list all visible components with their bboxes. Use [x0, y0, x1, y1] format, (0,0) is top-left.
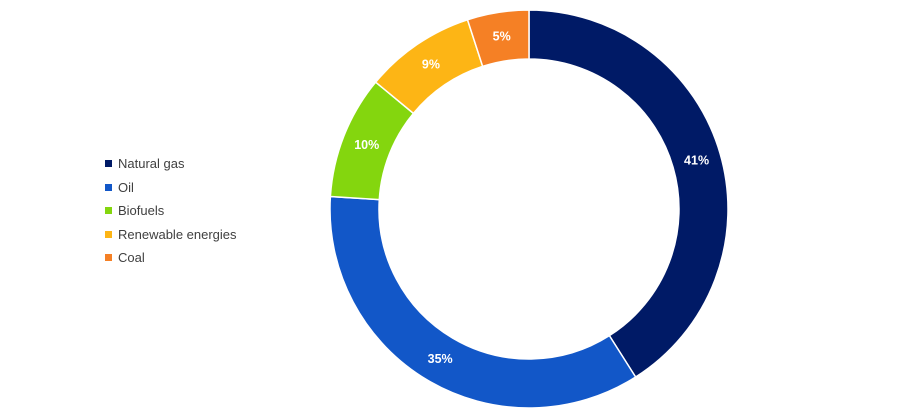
legend-label: Natural gas: [118, 156, 185, 172]
legend-label: Coal: [118, 250, 145, 266]
legend-swatch: [105, 207, 112, 215]
chart-legend: Natural gas Oil Biofuels Renewable energies…: [105, 152, 237, 270]
legend-item: Natural gas: [105, 152, 237, 176]
legend-item: Renewable energies: [105, 223, 237, 247]
donut-slice-oil: [329, 195, 637, 409]
donut-slice-natural-gas: [528, 9, 729, 379]
slice-value-label: 10%: [354, 138, 379, 152]
legend-swatch: [105, 254, 112, 262]
slice-value-label: 5%: [493, 30, 511, 44]
slice-value-label: 9%: [422, 58, 440, 72]
legend-swatch: [105, 183, 112, 191]
legend-item: Coal: [105, 246, 237, 270]
legend-label: Renewable energies: [118, 226, 237, 242]
donut-slice-coal: [466, 9, 530, 68]
legend-label: Biofuels: [118, 203, 165, 219]
slice-value-label: 41%: [684, 153, 709, 167]
legend-swatch: [105, 230, 112, 238]
legend-label: Oil: [118, 179, 134, 195]
legend-item: Oil: [105, 176, 237, 200]
slice-value-label: 35%: [428, 352, 453, 366]
legend-item: Biofuels: [105, 199, 237, 223]
legend-swatch: [105, 160, 112, 168]
